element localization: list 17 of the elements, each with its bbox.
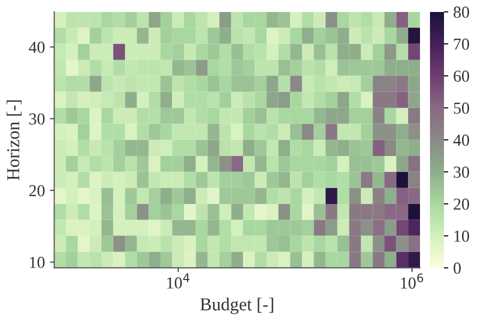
color-bar-label: 60 <box>454 70 470 82</box>
x-tick-label: 10$^{4}$ <box>167 273 190 289</box>
color-bar-label: 50 <box>454 102 470 114</box>
color-bar-label: 80 <box>454 6 470 18</box>
x-axis-title: Budget [-] <box>200 298 274 314</box>
color-bar-label: 10 <box>454 230 470 242</box>
x-tick-label: 10$^{6}$ <box>401 273 424 289</box>
color-bar-label: 30 <box>454 166 470 178</box>
color-bar-label: 70 <box>454 38 470 50</box>
color-bar-label: 20 <box>454 198 470 210</box>
y-tick-label: 20 <box>29 185 45 196</box>
y-axis-title: Horizon [-] <box>6 100 22 180</box>
y-tick-label: 10 <box>30 256 45 268</box>
color-bar-label: 0 <box>454 262 461 274</box>
y-tick-label: 40 <box>28 42 45 53</box>
y-tick-label: 30 <box>29 113 45 125</box>
color-bar-label: 40 <box>453 134 470 146</box>
